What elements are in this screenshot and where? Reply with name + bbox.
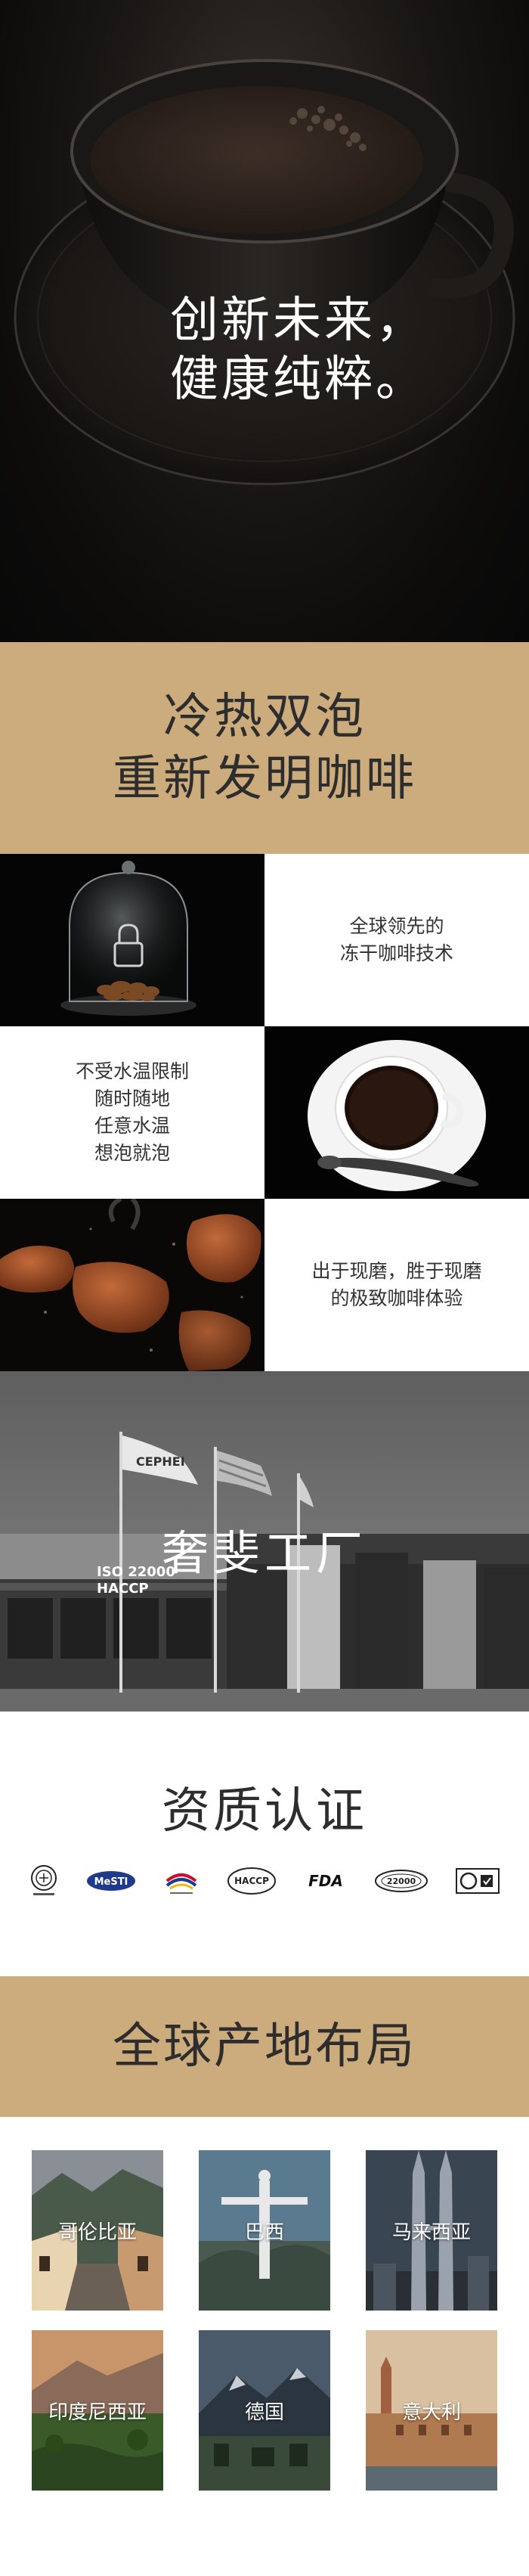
location-label-brazil: 巴西 — [244, 2221, 284, 2244]
freeze-dry-line2: 冻干咖啡技术 — [339, 942, 453, 964]
cold-hot-line2: 重新发明咖啡 — [113, 751, 416, 807]
coffee-cup-illustration — [14, 59, 515, 486]
indonesia-landscape-icon — [32, 2330, 163, 2491]
glass-dome-lock-icon — [0, 854, 264, 1026]
coffee-cup-topview-icon — [264, 1026, 529, 1199]
feature-row-water-temp: 不受水温限制 随时随地 任意水温 想泡就泡 — [0, 1026, 529, 1199]
certification-section: 资质认证 MeSTI — [0, 1712, 529, 1976]
location-label-indonesia: 印度尼西亚 — [48, 2401, 147, 2424]
factory-building-illustration: CEPHEI — [0, 1371, 529, 1712]
mesti-logo-text: MeSTI — [94, 1876, 128, 1888]
hero-section: 创新未来， 健康纯粹。 — [0, 0, 529, 642]
certification-title: 资质认证 — [162, 1783, 367, 1839]
feature-grid: 全球领先的 冻干咖啡技术 不受水温限制 随时随地 任意水温 想泡就泡 — [0, 854, 529, 1371]
coffee-cup-topview-image — [264, 1026, 529, 1199]
iso-logo-text: 22000 — [387, 1876, 416, 1886]
hero-title: 创新未来， 健康纯粹。 — [0, 291, 529, 409]
location-label-malaysia: 马来西亚 — [391, 2221, 471, 2244]
feature-row-freeze-dry: 全球领先的 冻干咖啡技术 — [0, 854, 529, 1026]
water-temp-line3: 任意水温 — [94, 1115, 170, 1137]
location-card-malaysia[interactable]: 马来西亚 — [366, 2150, 497, 2311]
location-label-germany: 德国 — [244, 2401, 284, 2424]
haccp-logo-text: HACCP — [234, 1876, 269, 1886]
iso-sign-line2: HACCP — [97, 1581, 149, 1597]
location-card-germany[interactable]: 德国 — [199, 2330, 330, 2491]
fresh-grind-text: 出于现磨，胜于现磨 的极致咖啡体验 — [264, 1199, 529, 1371]
germany-mountains-icon — [199, 2330, 330, 2491]
factory-title: 奢斐工厂 — [161, 1525, 367, 1581]
malaysia-towers-icon — [366, 2150, 497, 2311]
location-card-indonesia[interactable]: 印度尼西亚 — [32, 2330, 163, 2491]
italy-city-icon — [366, 2330, 497, 2491]
factory-section: CEPHEI ISO 22000 HACCP 奢斐工厂 — [0, 1371, 529, 1712]
roasted-coffee-image — [0, 1199, 264, 1371]
colombia-town-icon — [32, 2150, 163, 2311]
location-card-colombia[interactable]: 哥伦比亚 — [32, 2150, 163, 2311]
fresh-grind-line2: 的极致咖啡体验 — [330, 1287, 463, 1309]
fda-logo-text: FDA — [308, 1872, 343, 1890]
halal-logo-icon — [29, 1864, 59, 1898]
locations-section: 哥伦比亚 巴西 马来西亚 — [0, 2117, 529, 2513]
fresh-grind-line1: 出于现磨，胜于现磨 — [311, 1260, 482, 1282]
ministry-logo-icon — [162, 1864, 200, 1898]
location-label-italy: 意大利 — [401, 2401, 461, 2424]
freeze-dry-line1: 全球领先的 — [349, 915, 444, 937]
glass-dome-image — [0, 854, 264, 1026]
water-temp-line4: 想泡就泡 — [94, 1142, 170, 1164]
water-temp-line1: 不受水温限制 — [75, 1060, 189, 1082]
location-card-brazil[interactable]: 巴西 — [199, 2150, 330, 2311]
flag-brand-text: CEPHEI — [136, 1454, 185, 1469]
global-layout-title: 全球产地布局 — [113, 2019, 416, 2075]
hero-title-line1: 创新未来， — [170, 293, 427, 349]
haccp-logo-icon: HACCP — [227, 1864, 277, 1898]
iso-sign-line1: ISO 22000 — [97, 1564, 175, 1580]
global-layout-banner: 全球产地布局 — [0, 1976, 529, 2117]
iso-logo-icon: 22000 — [374, 1864, 428, 1898]
gmp-logo-icon — [455, 1864, 500, 1898]
water-temp-line2: 随时随地 — [94, 1088, 170, 1110]
cold-hot-banner: 冷热双泡 重新发明咖啡 — [0, 642, 529, 854]
certification-logos: MeSTI HACCP FDA 2 — [29, 1861, 500, 1901]
water-temp-text: 不受水温限制 随时随地 任意水温 想泡就泡 — [0, 1026, 264, 1199]
fda-logo-icon: FDA — [303, 1864, 348, 1898]
iso-sign: ISO 22000 HACCP — [97, 1564, 175, 1597]
brazil-christ-statue-icon — [199, 2150, 330, 2311]
freeze-dry-text: 全球领先的 冻干咖啡技术 — [264, 854, 529, 1026]
mesti-logo-icon: MeSTI — [85, 1864, 137, 1898]
cold-hot-line1: 冷热双泡 — [163, 689, 366, 745]
locations-grid: 哥伦比亚 巴西 马来西亚 — [32, 2150, 497, 2491]
coffee-chunks-icon — [0, 1199, 264, 1371]
location-label-colombia: 哥伦比亚 — [57, 2221, 137, 2244]
hero-title-line2: 健康纯粹。 — [170, 352, 427, 408]
feature-row-fresh-grind: 出于现磨，胜于现磨 的极致咖啡体验 — [0, 1199, 529, 1371]
location-card-italy[interactable]: 意大利 — [366, 2330, 497, 2491]
